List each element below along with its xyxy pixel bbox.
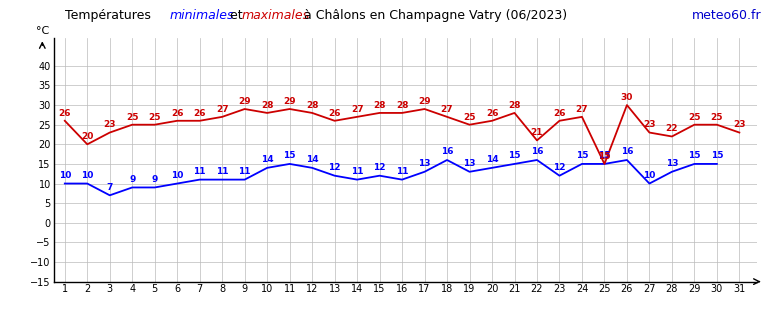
Text: 27: 27 [216, 105, 229, 114]
Text: 28: 28 [508, 101, 521, 110]
Text: 7: 7 [106, 183, 113, 192]
Text: 11: 11 [216, 167, 229, 176]
Text: 25: 25 [148, 113, 161, 122]
Text: 11: 11 [351, 167, 363, 176]
Text: 9: 9 [151, 175, 158, 184]
Text: 12: 12 [328, 163, 341, 172]
Text: 27: 27 [351, 105, 363, 114]
Text: 12: 12 [553, 163, 566, 172]
Text: 26: 26 [59, 108, 71, 118]
Text: 27: 27 [441, 105, 454, 114]
Text: 15: 15 [711, 151, 723, 160]
Text: 23: 23 [643, 120, 656, 129]
Text: 14: 14 [261, 155, 273, 164]
Text: 25: 25 [126, 113, 138, 122]
Text: 28: 28 [261, 101, 273, 110]
Text: 29: 29 [283, 97, 296, 106]
Text: 20: 20 [81, 132, 93, 141]
Text: 11: 11 [396, 167, 409, 176]
Text: 29: 29 [418, 97, 431, 106]
Text: 28: 28 [396, 101, 409, 110]
Text: 10: 10 [643, 171, 656, 180]
Text: 14: 14 [486, 155, 498, 164]
Text: 15: 15 [598, 152, 610, 161]
Text: 28: 28 [306, 101, 318, 110]
Text: 11: 11 [194, 167, 206, 176]
Text: 9: 9 [129, 175, 135, 184]
Text: 27: 27 [575, 105, 588, 114]
Text: 10: 10 [81, 171, 93, 180]
Text: °C: °C [36, 27, 49, 36]
Text: 10: 10 [171, 171, 184, 180]
Text: 23: 23 [733, 120, 746, 129]
Text: 23: 23 [103, 120, 116, 129]
Text: 13: 13 [418, 159, 431, 168]
Text: 25: 25 [464, 113, 476, 122]
Text: 26: 26 [553, 108, 566, 118]
Text: à Châlons en Champagne Vatry (06/2023): à Châlons en Champagne Vatry (06/2023) [300, 9, 567, 22]
Text: 26: 26 [328, 108, 341, 118]
Text: 16: 16 [620, 148, 633, 156]
Text: 30: 30 [620, 93, 633, 102]
Text: meteo60.fr: meteo60.fr [692, 9, 761, 22]
Text: 13: 13 [666, 159, 678, 168]
Text: 25: 25 [688, 113, 701, 122]
Text: 26: 26 [171, 108, 184, 118]
Text: maximales: maximales [242, 9, 310, 22]
Text: 28: 28 [373, 101, 386, 110]
Text: 11: 11 [239, 167, 251, 176]
Text: Températures: Températures [65, 9, 155, 22]
Text: 14: 14 [306, 155, 318, 164]
Text: 21: 21 [531, 128, 543, 137]
Text: 15: 15 [576, 151, 588, 160]
Text: 15: 15 [283, 151, 296, 160]
Text: 16: 16 [531, 148, 543, 156]
Text: 26: 26 [194, 108, 206, 118]
Text: 15: 15 [688, 151, 701, 160]
Text: 16: 16 [441, 148, 454, 156]
Text: minimales: minimales [170, 9, 234, 22]
Text: et: et [226, 9, 247, 22]
Text: 29: 29 [239, 97, 251, 106]
Text: 26: 26 [486, 108, 498, 118]
Text: 12: 12 [373, 163, 386, 172]
Text: 13: 13 [464, 159, 476, 168]
Text: 25: 25 [711, 113, 723, 122]
Text: 15: 15 [598, 151, 610, 160]
Text: 10: 10 [59, 171, 71, 180]
Text: 15: 15 [508, 151, 521, 160]
Text: 22: 22 [666, 124, 678, 133]
